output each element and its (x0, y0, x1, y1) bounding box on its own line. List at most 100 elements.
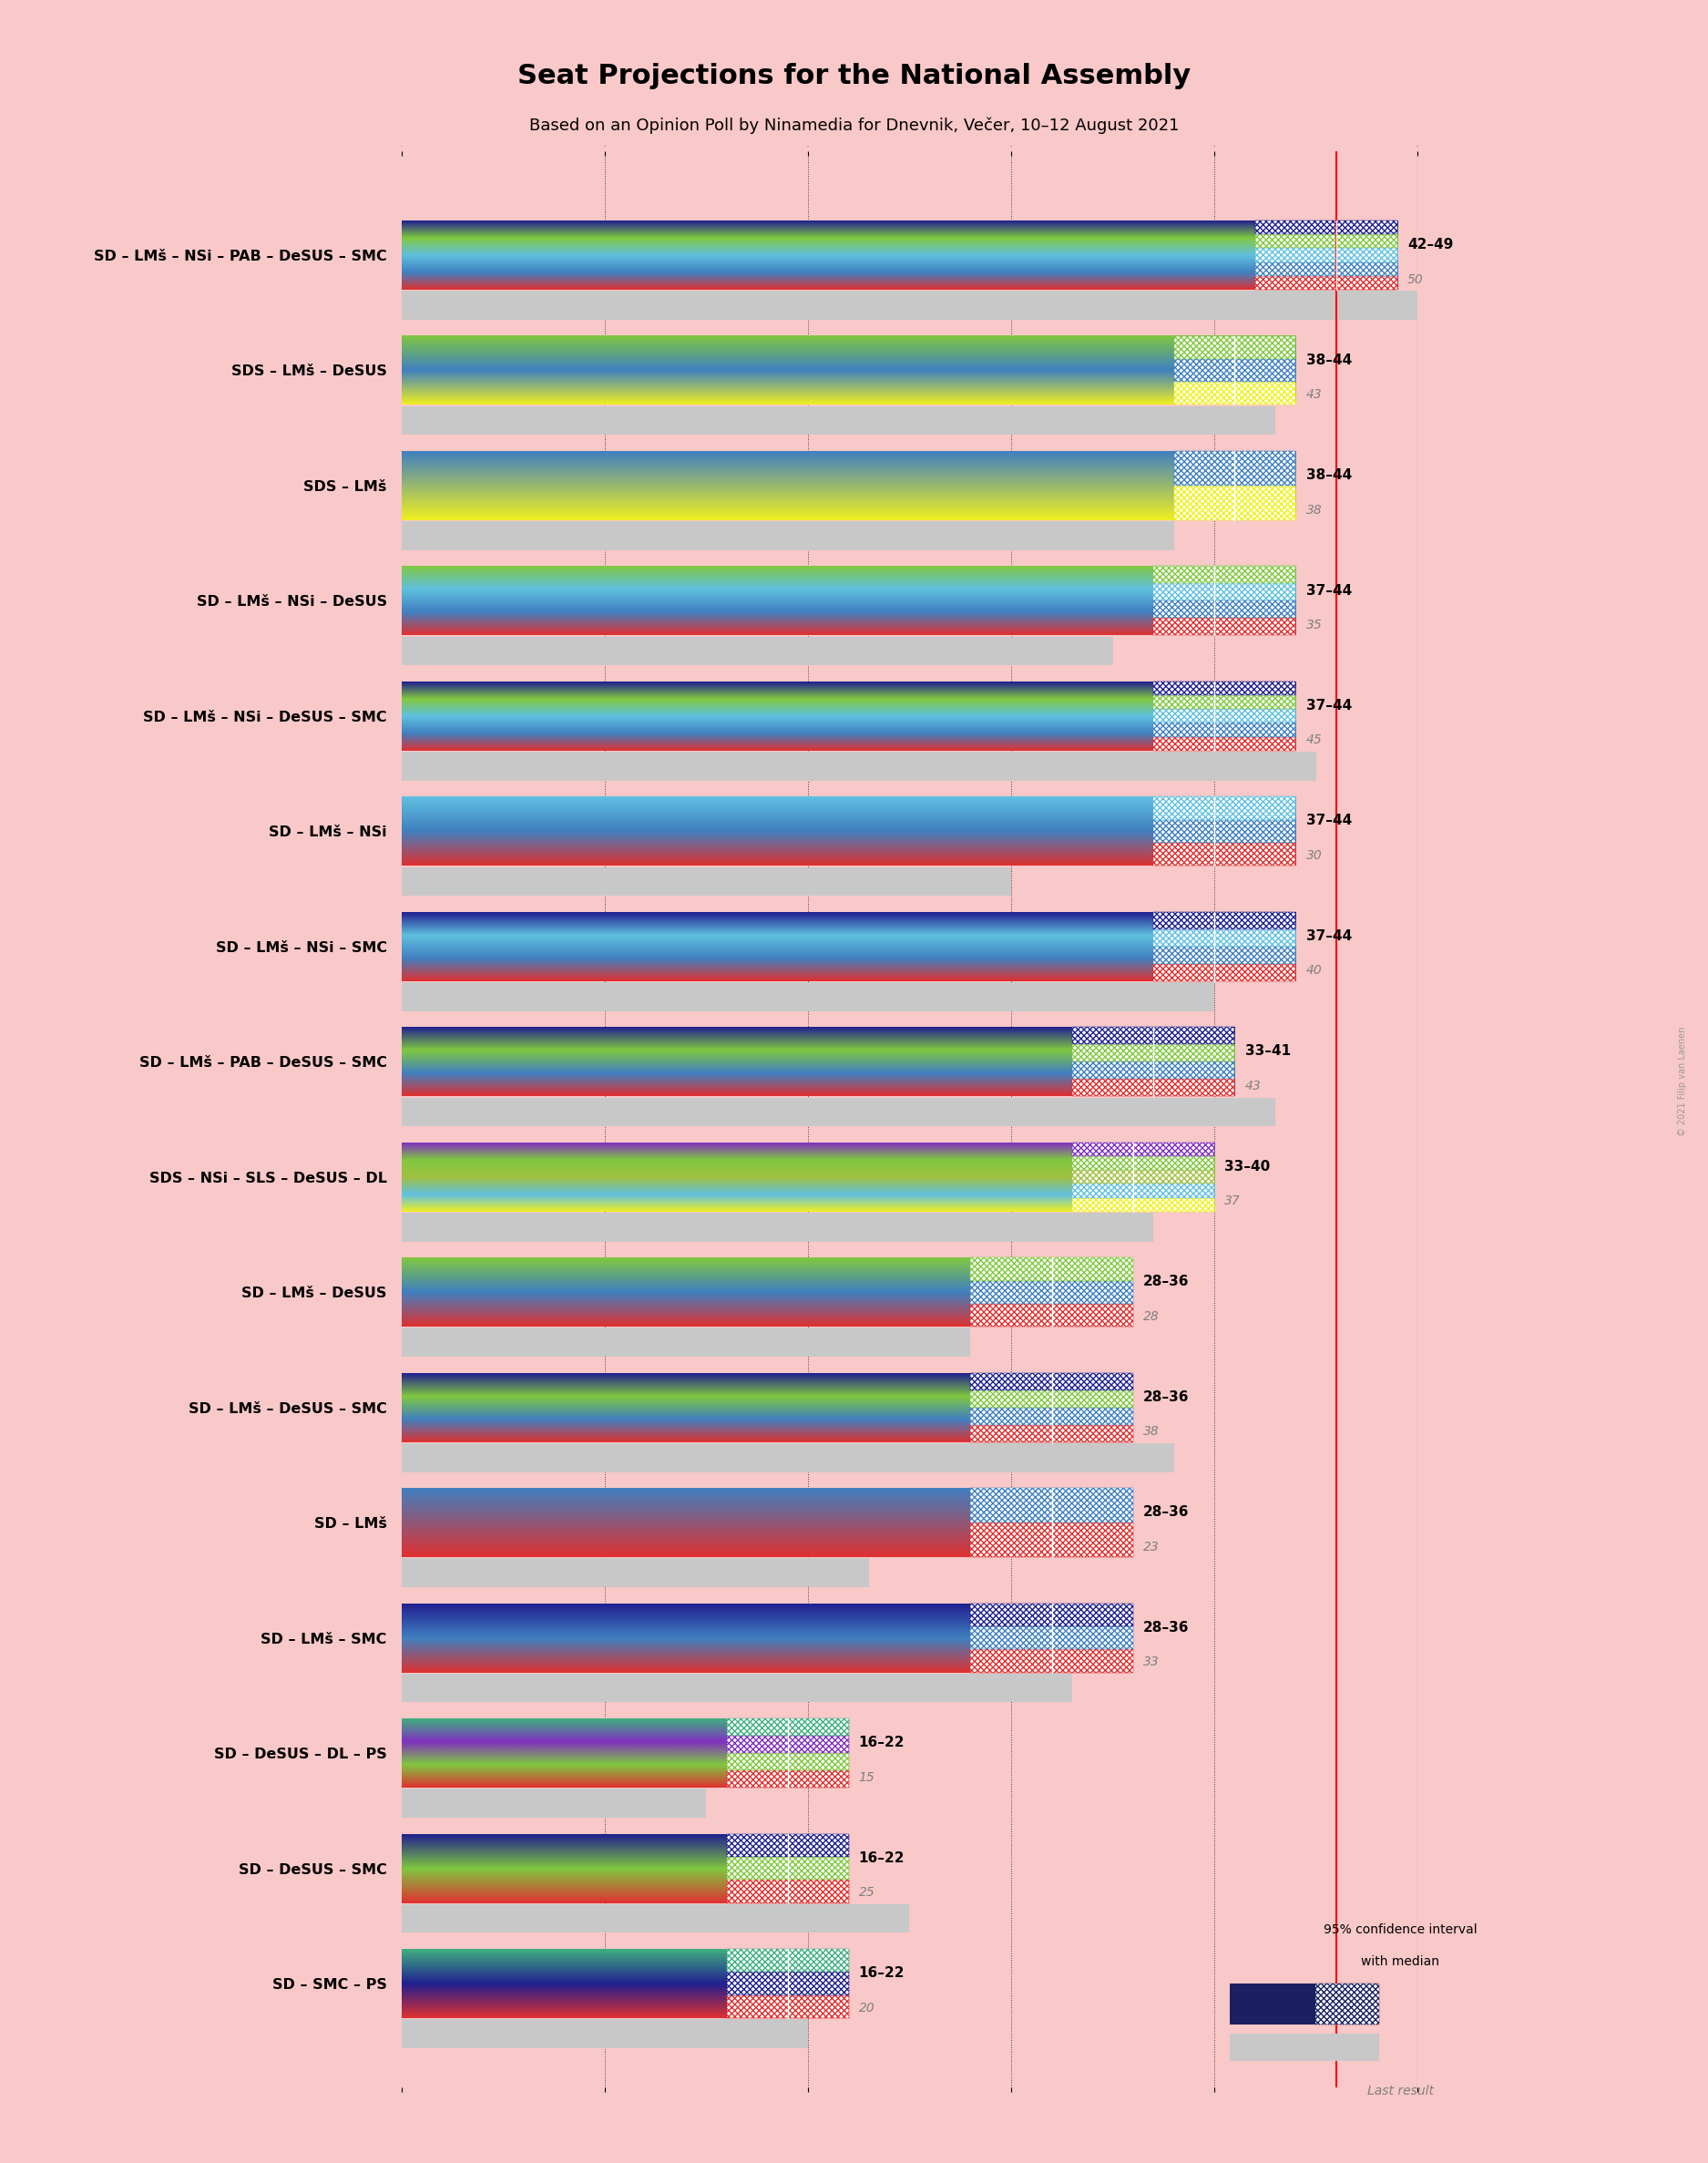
Bar (1153, 694, 1296, 709)
Bar (1073, 1198, 1214, 1211)
Text: 37–44: 37–44 (1307, 930, 1351, 943)
Text: with median: with median (1361, 1955, 1440, 1968)
Bar (401, 1903, 909, 1934)
Bar (726, 1949, 849, 1973)
Bar (970, 1523, 1132, 1557)
Text: 38: 38 (1307, 504, 1322, 517)
Bar (1153, 619, 1296, 636)
Bar (970, 1488, 1132, 1523)
Bar (401, 1213, 1153, 1242)
Text: 37: 37 (1225, 1194, 1240, 1207)
Bar (970, 1425, 1132, 1443)
Text: 28–36: 28–36 (1143, 1620, 1189, 1635)
Bar (1255, 234, 1397, 249)
Bar (970, 1627, 1132, 1650)
Bar (726, 1754, 849, 1769)
Bar (1173, 485, 1296, 519)
Bar (970, 1425, 1132, 1443)
Bar (970, 1374, 1132, 1391)
Bar (1153, 567, 1296, 584)
Bar (1153, 584, 1296, 601)
Bar (726, 1949, 849, 1973)
Bar (1173, 383, 1296, 404)
Bar (970, 1650, 1132, 1672)
Bar (1153, 930, 1296, 947)
Bar (1153, 930, 1296, 947)
Bar (726, 1880, 849, 1903)
Bar (726, 1880, 849, 1903)
Bar (1173, 452, 1296, 485)
Bar (401, 1557, 869, 1588)
Bar (1073, 1079, 1235, 1097)
Bar (1153, 913, 1296, 930)
Text: 33: 33 (1143, 1655, 1160, 1668)
Bar (1153, 796, 1296, 820)
Text: 28–36: 28–36 (1143, 1274, 1189, 1289)
Text: 35: 35 (1307, 619, 1322, 632)
Bar (726, 1856, 849, 1880)
Bar (970, 1408, 1132, 1425)
Bar (1153, 709, 1296, 722)
Bar (1255, 221, 1397, 234)
Bar (726, 1994, 849, 2018)
Text: 40: 40 (1307, 965, 1322, 978)
Bar (401, 1328, 970, 1356)
Bar (1153, 796, 1296, 820)
Bar (970, 1304, 1132, 1326)
Bar (1153, 567, 1296, 584)
Bar (970, 1280, 1132, 1304)
Bar (1073, 1170, 1214, 1183)
Bar (1153, 820, 1296, 844)
Text: 28: 28 (1143, 1311, 1160, 1324)
Bar (1073, 1027, 1235, 1045)
Bar (726, 1973, 849, 1994)
Bar (1153, 601, 1296, 619)
Text: 28–36: 28–36 (1143, 1391, 1189, 1404)
Bar (1153, 619, 1296, 636)
Bar (1255, 249, 1397, 262)
Bar (1173, 383, 1296, 404)
Bar (1153, 820, 1296, 844)
Text: 16–22: 16–22 (859, 1737, 905, 1750)
Bar (401, 1674, 1073, 1702)
Text: 16–22: 16–22 (859, 1966, 905, 1979)
Bar (970, 1280, 1132, 1304)
Bar (1255, 262, 1397, 277)
Bar (970, 1488, 1132, 1523)
Bar (726, 1856, 849, 1880)
Bar (1153, 694, 1296, 709)
Bar (401, 2020, 808, 2048)
Bar (726, 1834, 849, 1856)
Bar (1255, 277, 1397, 290)
Text: 43: 43 (1307, 387, 1322, 400)
Bar (1255, 234, 1397, 249)
Bar (726, 1754, 849, 1769)
Bar (1153, 844, 1296, 865)
Bar (1315, 1983, 1380, 2025)
Text: 28–36: 28–36 (1143, 1505, 1189, 1518)
Text: 43: 43 (1245, 1079, 1261, 1092)
Bar (401, 982, 1214, 1010)
Bar (1073, 1198, 1214, 1211)
Bar (1255, 221, 1397, 234)
Bar (1153, 913, 1296, 930)
Text: 37–44: 37–44 (1307, 813, 1351, 828)
Text: 42–49: 42–49 (1407, 238, 1454, 251)
Bar (1153, 965, 1296, 982)
Bar (1255, 262, 1397, 277)
Text: 38–44: 38–44 (1307, 469, 1351, 482)
Bar (1153, 681, 1296, 694)
Text: Based on an Opinion Poll by Ninamedia for Dnevnik, Večer, 10–12 August 2021: Based on an Opinion Poll by Ninamedia fo… (529, 117, 1179, 134)
Bar (1173, 359, 1296, 383)
Bar (1073, 1045, 1235, 1062)
Text: 20: 20 (859, 2001, 874, 2014)
Bar (726, 1769, 849, 1787)
Bar (1153, 709, 1296, 722)
Bar (1073, 1183, 1214, 1198)
Bar (1255, 249, 1397, 262)
Bar (1173, 335, 1296, 359)
Bar (970, 1650, 1132, 1672)
Bar (1073, 1183, 1214, 1198)
Bar (1073, 1045, 1235, 1062)
Bar (1073, 1079, 1235, 1097)
